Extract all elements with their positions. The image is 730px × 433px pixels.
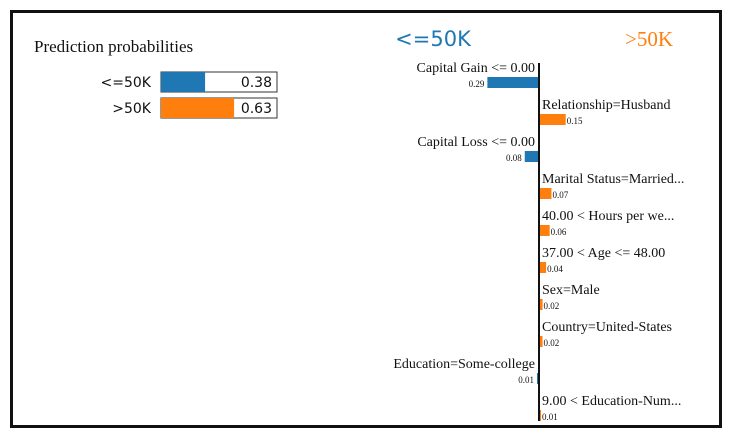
probability-bar xyxy=(161,72,206,92)
probability-label: <=50K xyxy=(101,75,152,91)
feature-label: Country=United-States xyxy=(542,320,672,335)
feature-label: 40.00 < Hours per we... xyxy=(542,209,674,224)
feature-value: 0.02 xyxy=(544,301,560,311)
feature-bar xyxy=(539,188,552,199)
probability-bar xyxy=(161,98,235,118)
feature-label: 9.00 < Education-Num... xyxy=(542,394,681,409)
feature-label: Capital Loss <= 0.00 xyxy=(417,135,535,150)
feature-label: Education=Some-college xyxy=(393,357,535,372)
feature-bar xyxy=(539,225,550,236)
probability-value: 0.38 xyxy=(241,75,272,91)
feature-value: 0.04 xyxy=(547,264,563,274)
feature-bar xyxy=(487,77,539,88)
feature-value: 0.02 xyxy=(544,338,560,348)
feature-bar xyxy=(539,336,543,347)
probability-value: 0.63 xyxy=(241,101,272,117)
feature-value: 0.08 xyxy=(506,153,522,163)
class-label-negative: <=50K xyxy=(395,27,472,51)
feature-bar xyxy=(539,299,543,310)
feature-value: 0.06 xyxy=(551,227,567,237)
lime-explanation-panel: Prediction probabilities <=50K 0.38 >50K 0.6… xyxy=(10,10,722,428)
feature-value: 0.01 xyxy=(542,412,558,422)
feature-value: 0.07 xyxy=(552,190,568,200)
feature-label: Sex=Male xyxy=(542,283,600,298)
feature-label: 37.00 < Age <= 48.00 xyxy=(542,246,665,261)
feature-bar xyxy=(524,151,539,162)
feature-label: Capital Gain <= 0.00 xyxy=(417,61,535,76)
probabilities-title: Prediction probabilities xyxy=(34,37,193,56)
feature-value: 0.01 xyxy=(518,375,534,385)
feature-value: 0.29 xyxy=(469,79,485,89)
class-label-positive: >50K xyxy=(625,27,673,51)
explanation-chart: Prediction probabilities <=50K 0.38 >50K 0.6… xyxy=(34,27,684,422)
probability-label: >50K xyxy=(112,101,152,117)
feature-bar xyxy=(539,114,566,125)
feature-bar xyxy=(539,262,547,273)
feature-value: 0.15 xyxy=(567,116,583,126)
feature-label: Relationship=Husband xyxy=(542,98,670,113)
feature-label: Marital Status=Married... xyxy=(542,172,684,187)
